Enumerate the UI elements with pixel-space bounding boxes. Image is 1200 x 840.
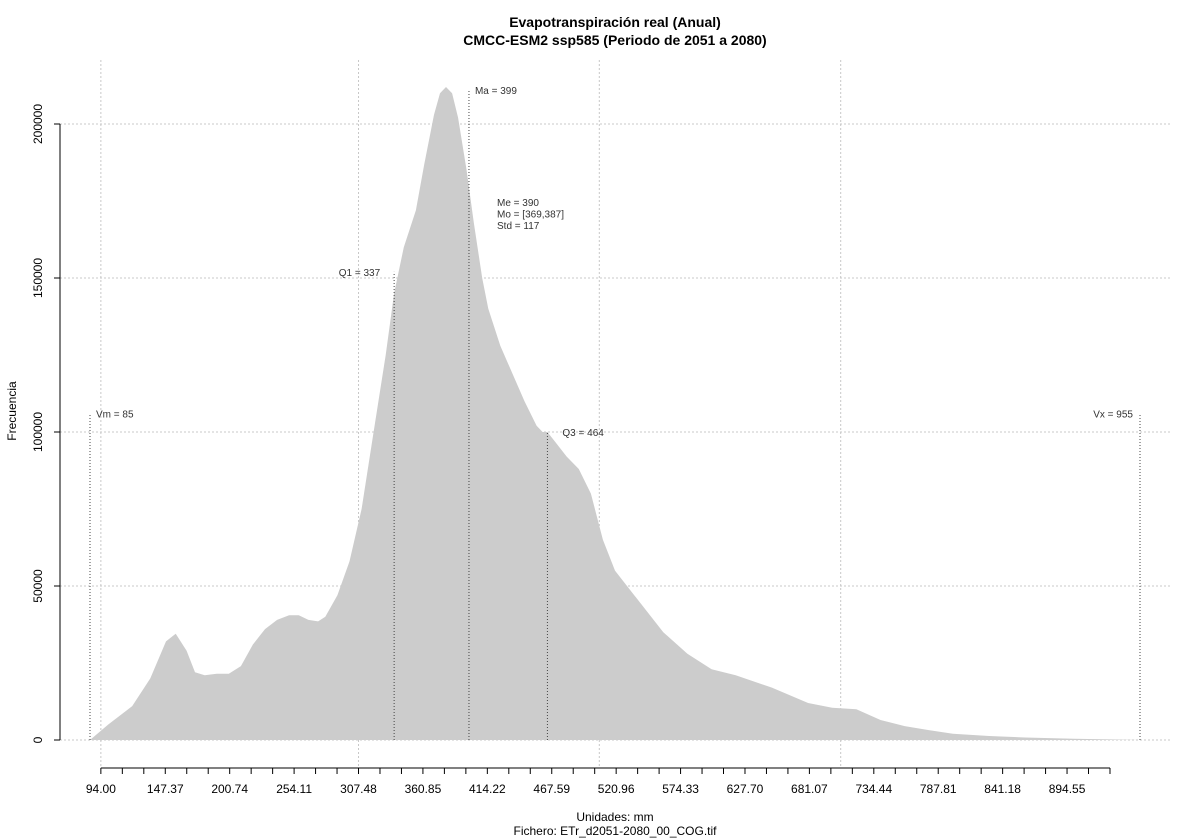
x-tick-label: 360.85 — [405, 782, 442, 796]
y-tick-label: 50000 — [31, 569, 45, 603]
reference-line-label: Vm = 85 — [96, 410, 134, 421]
x-tick-label: 307.48 — [340, 782, 377, 796]
y-tick-label: 150000 — [31, 258, 45, 298]
reference-line-label: Ma = 399 — [475, 86, 517, 97]
stat-label: Mo = [369,387] — [497, 210, 564, 221]
x-tick-label: 734.44 — [855, 782, 892, 796]
x-tick-label: 467.59 — [533, 782, 570, 796]
x-axis-label: Unidades: mm — [576, 810, 654, 824]
reference-line-label: Vx = 955 — [1093, 410, 1133, 421]
x-tick-label: 94.00 — [86, 782, 116, 796]
y-tick-label: 0 — [31, 736, 45, 743]
x-tick-label: 147.37 — [147, 782, 184, 796]
stat-label: Me = 390 — [497, 198, 539, 209]
x-tick-label: 841.18 — [984, 782, 1021, 796]
x-tick-label: 681.07 — [791, 782, 828, 796]
stat-label: Std = 117 — [497, 221, 540, 232]
chart-subtitle: CMCC-ESM2 ssp585 (Periodo de 2051 a 2080… — [463, 32, 767, 48]
y-tick-label: 100000 — [31, 412, 45, 452]
y-tick-label: 200000 — [31, 104, 45, 144]
reference-line-label: Q3 = 464 — [562, 428, 604, 439]
x-tick-label: 414.22 — [469, 782, 506, 796]
x-tick-label: 520.96 — [598, 782, 635, 796]
x-tick-label: 627.70 — [727, 782, 764, 796]
x-tick-label: 787.81 — [920, 782, 957, 796]
x-tick-label: 574.33 — [662, 782, 699, 796]
x-tick-label: 894.55 — [1049, 782, 1086, 796]
x-tick-label: 200.74 — [211, 782, 248, 796]
x-tick-label: 254.11 — [276, 782, 312, 796]
file-label: Fichero: ETr_d2051-2080_00_COG.tif — [513, 824, 717, 838]
density-area — [90, 87, 1140, 740]
chart-title: Evapotranspiración real (Anual) — [509, 14, 721, 30]
reference-line-label: Q1 = 337 — [339, 268, 381, 279]
